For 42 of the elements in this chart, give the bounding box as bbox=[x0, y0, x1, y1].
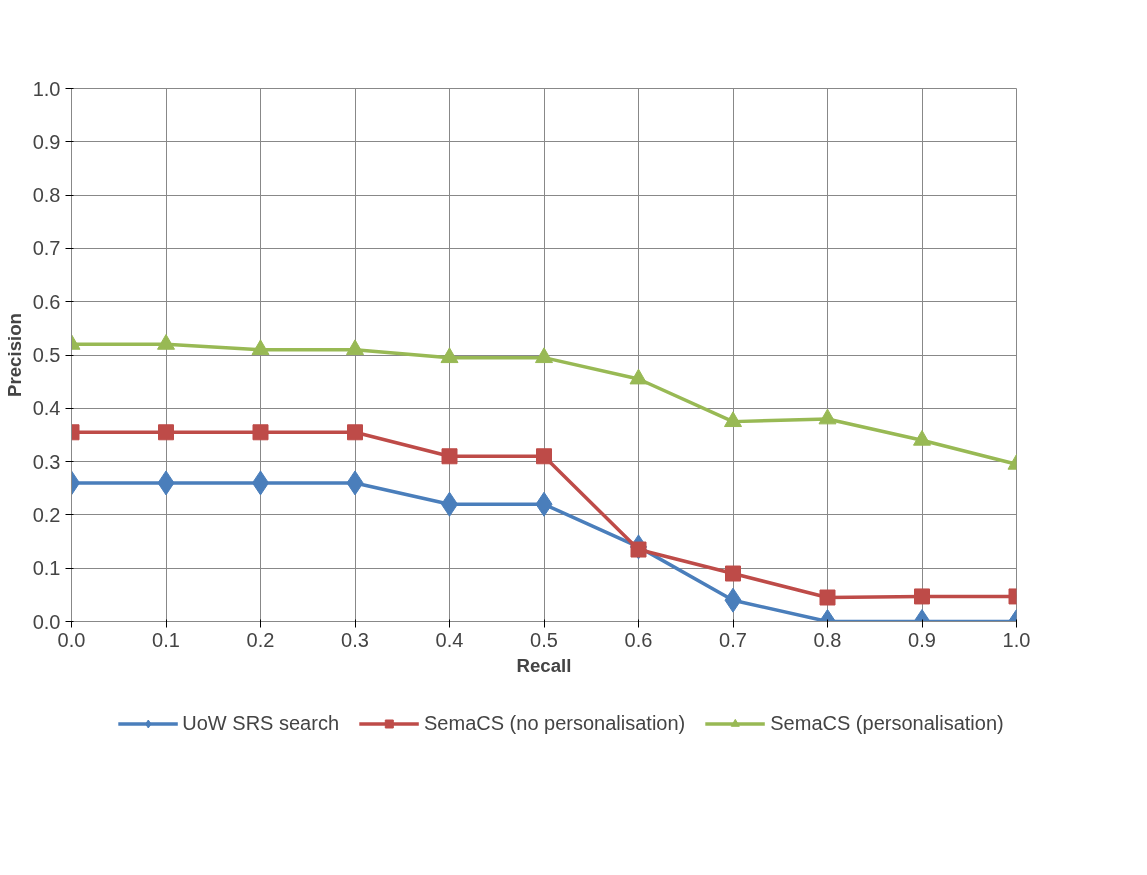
point bbox=[252, 424, 269, 441]
point bbox=[536, 448, 552, 465]
x-axis-title: Recall bbox=[516, 654, 572, 676]
point bbox=[629, 368, 648, 385]
point bbox=[818, 408, 837, 425]
point bbox=[346, 339, 364, 356]
y-tick-label: 0.7 bbox=[32, 237, 61, 260]
x-tick-label: 1.0 bbox=[1002, 628, 1031, 651]
legend-label: SemaCS (personalisation) bbox=[770, 711, 1004, 735]
y-axis-title: Precision bbox=[3, 312, 25, 397]
y-tick-label: 0.3 bbox=[32, 450, 61, 473]
point bbox=[440, 347, 459, 364]
y-tick-label: 0.9 bbox=[32, 130, 61, 153]
y-tick-label: 0.5 bbox=[32, 344, 61, 366]
x-tick-label: 0.1 bbox=[152, 628, 180, 651]
y-tick-label: 0.1 bbox=[32, 557, 61, 580]
point bbox=[441, 448, 458, 465]
x-tick-label: 0.2 bbox=[246, 628, 275, 651]
y-tick-label: 0.2 bbox=[32, 503, 61, 526]
y-tick-label: 1.0 bbox=[32, 77, 61, 100]
y-tick-label: 0.6 bbox=[32, 290, 61, 313]
y-tick-label: 0.4 bbox=[32, 397, 61, 420]
point bbox=[725, 565, 741, 582]
point bbox=[819, 589, 836, 606]
x-tick-label: 0.8 bbox=[813, 628, 842, 651]
point bbox=[913, 429, 931, 446]
x-tick-label: 0.5 bbox=[530, 628, 558, 651]
point bbox=[914, 588, 930, 605]
point bbox=[535, 347, 553, 364]
point bbox=[251, 339, 270, 356]
x-tick-label: 0.4 bbox=[435, 628, 464, 651]
y-tick-label: 0.8 bbox=[32, 184, 61, 207]
x-tick-label: 0.6 bbox=[624, 628, 653, 651]
point bbox=[157, 334, 175, 350]
point bbox=[347, 424, 363, 441]
x-tick-label: 0.7 bbox=[719, 628, 747, 651]
point bbox=[158, 424, 174, 441]
legend-label: SemaCS (no personalisation) bbox=[424, 711, 686, 735]
legend-label: UoW SRS search bbox=[182, 711, 340, 735]
point bbox=[724, 411, 742, 428]
x-tick-label: 0.3 bbox=[341, 628, 369, 651]
x-tick-label: 0.9 bbox=[908, 628, 936, 651]
